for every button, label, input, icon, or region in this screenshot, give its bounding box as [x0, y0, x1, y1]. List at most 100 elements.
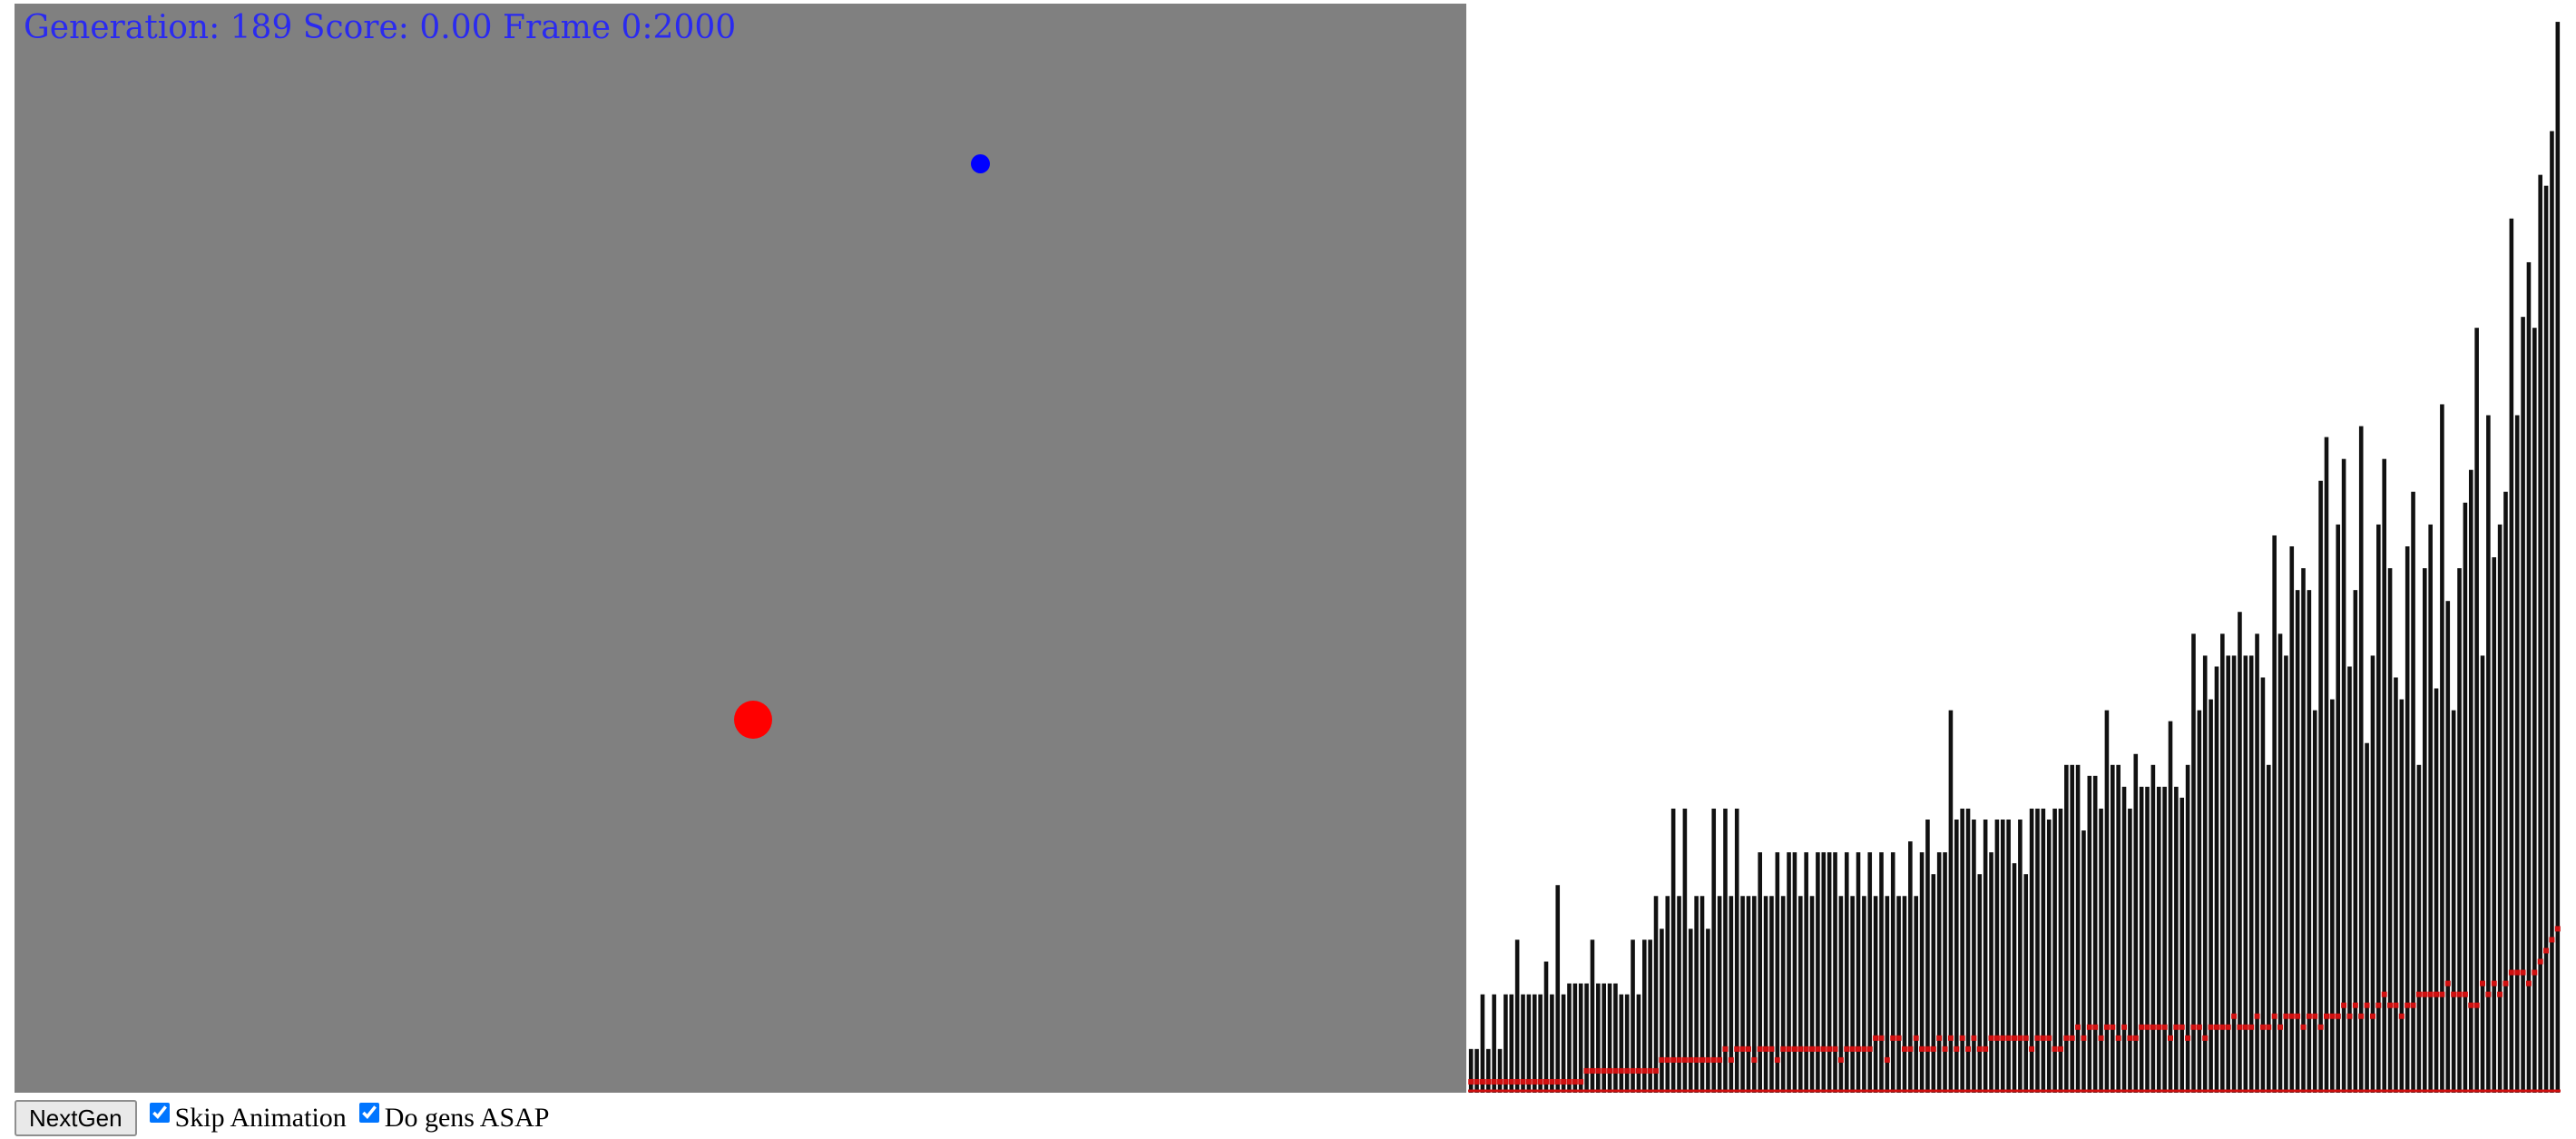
average-marker	[2341, 1002, 2347, 1008]
average-marker	[2150, 1024, 2156, 1030]
average-marker	[1890, 1035, 1896, 1041]
average-marker	[1936, 1035, 1943, 1041]
average-marker	[1705, 1056, 1711, 1063]
fitness-bar	[2532, 328, 2537, 1093]
average-marker	[2346, 1013, 2353, 1019]
average-marker	[1965, 1046, 1972, 1052]
average-marker	[1664, 1056, 1670, 1063]
fitness-bar	[1862, 896, 1866, 1093]
skip-animation-checkbox[interactable]	[149, 1103, 170, 1123]
fitness-bar	[1746, 896, 1751, 1093]
average-marker	[1479, 1078, 1485, 1085]
fitness-bar	[1890, 852, 1895, 1093]
fitness-bar	[1624, 994, 1630, 1093]
fitness-bar	[1711, 808, 1717, 1093]
skip-animation-label: Skip Animation	[174, 1103, 347, 1133]
average-marker	[2139, 1024, 2145, 1030]
fitness-bar	[2387, 568, 2393, 1093]
fitness-bar	[1844, 852, 1849, 1093]
average-marker	[1589, 1067, 1595, 1074]
average-marker	[2242, 1024, 2248, 1030]
fitness-bar	[2376, 524, 2381, 1093]
fitness-bar	[1740, 896, 1745, 1093]
fitness-bar	[1954, 820, 1959, 1093]
average-marker	[1930, 1046, 1936, 1052]
average-marker	[1976, 1046, 1983, 1052]
fitness-bar	[2416, 764, 2422, 1093]
fitness-bar	[1989, 852, 1993, 1093]
fitness-bar	[2238, 612, 2242, 1093]
average-marker	[2491, 980, 2497, 987]
fitness-bar	[1631, 939, 1635, 1093]
fitness-bar	[1561, 994, 1566, 1093]
average-marker	[1561, 1078, 1567, 1085]
fitness-bar	[1821, 852, 1827, 1093]
fitness-bar	[2018, 820, 2023, 1093]
average-marker	[2306, 1013, 2312, 1019]
fitness-bar	[1983, 820, 1988, 1093]
fitness-bar	[1601, 983, 1606, 1093]
fitness-bar	[1699, 896, 1705, 1093]
fitness-bar	[1977, 874, 1983, 1093]
average-marker	[1572, 1078, 1578, 1085]
fitness-bar	[2543, 185, 2549, 1093]
fitness-bar	[1833, 852, 1837, 1093]
average-marker	[2081, 1035, 2087, 1041]
fitness-bar	[2191, 633, 2196, 1093]
average-marker	[1734, 1046, 1740, 1052]
average-marker	[1497, 1078, 1503, 1085]
fitness-bar	[2099, 808, 2103, 1093]
average-marker	[2543, 948, 2550, 954]
average-marker	[1803, 1046, 1809, 1052]
fitness-bar	[2445, 601, 2451, 1093]
average-marker	[1809, 1046, 1816, 1052]
fitness-bar	[1931, 874, 1936, 1093]
fitness-bar	[1908, 841, 1913, 1093]
average-marker	[1681, 1056, 1688, 1063]
average-marker	[1717, 1056, 1723, 1063]
average-marker	[2259, 1024, 2266, 1030]
average-marker	[2075, 1024, 2081, 1030]
average-marker	[2358, 1013, 2365, 1019]
average-marker	[1514, 1078, 1521, 1085]
average-marker	[1878, 1035, 1885, 1041]
fitness-bar	[1665, 896, 1670, 1093]
nextgen-button[interactable]: NextGen	[15, 1100, 137, 1136]
fitness-bar	[2358, 426, 2364, 1093]
average-marker	[2266, 1024, 2272, 1030]
fitness-bar	[1879, 852, 1884, 1093]
average-marker	[2317, 1024, 2324, 1030]
do-gens-asap-checkbox[interactable]	[358, 1103, 379, 1123]
average-marker	[1954, 1046, 1960, 1052]
fitness-bar	[1798, 896, 1803, 1093]
average-marker	[2173, 1024, 2179, 1030]
average-marker	[2110, 1024, 2116, 1030]
average-marker	[2468, 1002, 2474, 1008]
fitness-bar	[2046, 820, 2052, 1093]
fitness-bar	[2503, 491, 2508, 1093]
fitness-bar	[2394, 677, 2398, 1093]
fitness-bar	[2555, 22, 2561, 1093]
average-marker	[2503, 980, 2509, 987]
average-marker	[2427, 991, 2434, 997]
fitness-bar	[2382, 458, 2386, 1093]
fitness-bar	[1780, 896, 1786, 1093]
fitness-bar	[2423, 568, 2427, 1093]
fitness-bar	[1526, 994, 1532, 1093]
fitness-bar	[2521, 317, 2525, 1093]
average-marker	[2086, 1024, 2092, 1030]
average-marker	[2415, 991, 2422, 997]
fitness-bar	[2092, 775, 2098, 1093]
fitness-bar	[1492, 994, 1496, 1093]
fitness-bar	[2277, 633, 2283, 1093]
average-marker	[1549, 1078, 1555, 1085]
fitness-bar	[2226, 655, 2230, 1093]
average-marker	[2554, 926, 2561, 932]
target-dot	[971, 154, 990, 173]
fitness-bar	[2267, 764, 2271, 1093]
fitness-bar	[2243, 655, 2248, 1093]
do-gens-asap-label: Do gens ASAP	[384, 1103, 550, 1133]
average-marker	[1630, 1067, 1636, 1074]
fitness-bar	[1867, 852, 1873, 1093]
fitness-bar	[2104, 710, 2110, 1093]
